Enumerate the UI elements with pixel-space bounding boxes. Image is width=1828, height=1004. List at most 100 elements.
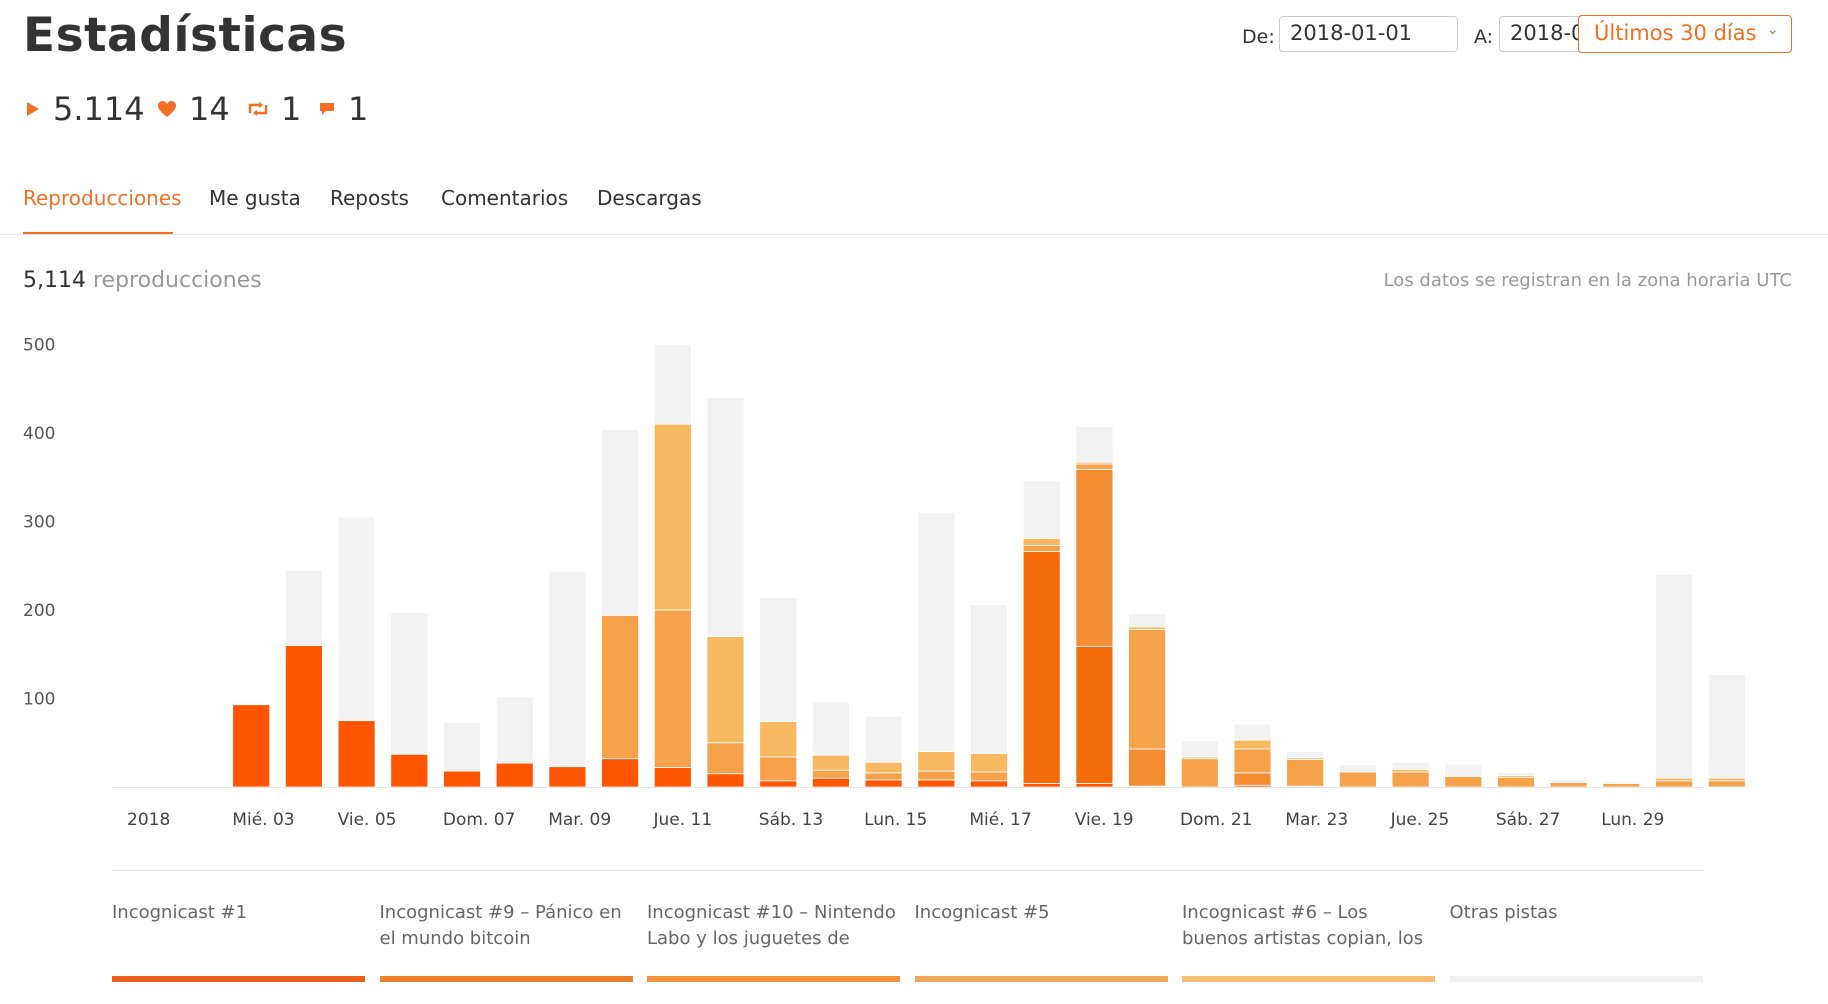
bar-segment[interactable] (1707, 780, 1746, 788)
bar-segment[interactable] (337, 516, 376, 722)
from-date-input[interactable]: 2018-01-01 (1279, 16, 1458, 52)
x-tick-label: Vie. 19 (1075, 810, 1134, 830)
legend-item[interactable]: Incognicast #5 (914, 900, 1168, 982)
bar-segment[interactable] (1233, 739, 1272, 750)
bar-segment[interactable] (1233, 748, 1272, 774)
x-tick-label: Mar. 09 (548, 810, 611, 830)
bar-segment[interactable] (917, 770, 956, 781)
bar-segment[interactable] (1022, 544, 1061, 552)
bar-segment[interactable] (1022, 783, 1061, 788)
x-tick-label: Lun. 15 (864, 810, 927, 830)
bar-segment[interactable] (1497, 772, 1535, 776)
tab-reposts[interactable]: Reposts (330, 186, 409, 210)
bar-segment[interactable] (601, 758, 639, 788)
bar-segment[interactable] (812, 777, 850, 788)
bar-segment[interactable] (1707, 674, 1746, 779)
bar-segment[interactable] (1655, 574, 1693, 779)
bar-segment[interactable] (1075, 426, 1114, 463)
bar-segment[interactable] (1128, 613, 1166, 628)
bar-segment[interactable] (1391, 771, 1430, 788)
bar-segment[interactable] (970, 780, 1008, 788)
bar-segment[interactable] (443, 721, 481, 772)
bar-segment[interactable] (970, 752, 1008, 773)
bar-segment[interactable] (1444, 775, 1483, 788)
bar-segment[interactable] (1549, 779, 1588, 783)
bar-segment[interactable] (390, 612, 429, 755)
bar-segment[interactable] (864, 715, 903, 763)
bar-segment[interactable] (1128, 748, 1166, 787)
tab-me-gusta[interactable]: Me gusta (209, 186, 301, 210)
bar-segment[interactable] (284, 644, 323, 788)
bar-segment[interactable] (653, 344, 692, 425)
bar-segment[interactable] (759, 721, 798, 758)
bar-segment[interactable] (1022, 537, 1061, 546)
bar-segment[interactable] (1286, 751, 1325, 759)
bar-segment[interactable] (601, 429, 639, 616)
bar-segment[interactable] (1075, 783, 1114, 788)
bar-segment[interactable] (917, 751, 956, 772)
bar-segment[interactable] (1075, 463, 1114, 470)
bar-segment[interactable] (601, 614, 639, 760)
bar-segment[interactable] (1602, 783, 1641, 788)
legend-item[interactable]: Incognicast #10 – Nintendo Labo y los ju… (647, 900, 900, 982)
bar-segment[interactable] (812, 754, 850, 771)
bar-segment[interactable] (548, 766, 587, 788)
legend-item-label: Otras pistas (1449, 902, 1558, 923)
bar-segment[interactable] (548, 571, 587, 768)
bar-segment[interactable] (1549, 782, 1588, 788)
bar-segment[interactable] (1339, 771, 1377, 788)
bar-segment[interactable] (1128, 629, 1166, 750)
bar-segment[interactable] (917, 779, 956, 788)
bar-segment[interactable] (1286, 759, 1325, 787)
bar-segment[interactable] (1655, 780, 1693, 788)
bar-segment[interactable] (706, 397, 745, 637)
bar-segment[interactable] (759, 780, 798, 788)
bar-segment[interactable] (706, 636, 745, 744)
bar-segment[interactable] (917, 512, 956, 752)
bar-segment[interactable] (1339, 764, 1377, 773)
legend-item[interactable]: Incognicast #6 – Los buenos artistas cop… (1182, 900, 1435, 982)
bar-segment[interactable] (495, 696, 534, 764)
legend-divider (112, 870, 1704, 871)
tab-reproducciones[interactable]: Reproducciones (23, 186, 182, 210)
bar-segment[interactable] (284, 569, 323, 646)
tab-descargas[interactable]: Descargas (597, 186, 702, 210)
bar-segment[interactable] (1602, 781, 1641, 784)
bar-segment[interactable] (1180, 758, 1219, 788)
bar-segment[interactable] (864, 772, 903, 781)
bar-segment[interactable] (864, 761, 903, 774)
bar-segment[interactable] (970, 771, 1008, 782)
bar-segment[interactable] (1180, 740, 1219, 758)
bar-segment[interactable] (1075, 468, 1114, 647)
legend-item[interactable]: Incognicast #9 – Pánico en el mundo bitc… (379, 900, 633, 982)
bar-segment[interactable] (337, 720, 376, 788)
bar-segment[interactable] (706, 742, 745, 775)
bar-segment[interactable] (653, 423, 692, 611)
bar-segment[interactable] (759, 756, 798, 782)
tab-comentarios[interactable]: Comentarios (441, 186, 569, 210)
bar-segment[interactable] (1497, 776, 1535, 788)
legend-item[interactable]: Incognicast #1 (112, 900, 365, 982)
bar-segment[interactable] (1233, 723, 1272, 741)
bar-segment[interactable] (1022, 480, 1061, 539)
heart-icon (158, 101, 176, 117)
date-range-select[interactable]: Últimos 30 días ⌄ (1578, 15, 1792, 53)
bar-segment[interactable] (812, 701, 850, 756)
bar-segment[interactable] (759, 597, 798, 722)
bar-segment[interactable] (390, 753, 429, 788)
bar-segment[interactable] (653, 609, 692, 768)
bar-segment[interactable] (495, 762, 534, 788)
bar-segment[interactable] (864, 779, 903, 788)
bar-segment[interactable] (1075, 645, 1114, 784)
bar-segment[interactable] (443, 770, 481, 788)
bar-segment[interactable] (1022, 551, 1061, 784)
bar-segment[interactable] (812, 769, 850, 779)
bar-segment[interactable] (706, 773, 745, 788)
bar-segment[interactable] (1444, 763, 1483, 777)
bar-segment[interactable] (653, 767, 692, 788)
bar-segment[interactable] (1391, 761, 1430, 770)
legend-item[interactable]: Otras pistas (1449, 900, 1703, 982)
bar-segment[interactable] (970, 604, 1008, 754)
bar-segment[interactable] (232, 704, 271, 788)
bar-segment[interactable] (1233, 772, 1272, 786)
